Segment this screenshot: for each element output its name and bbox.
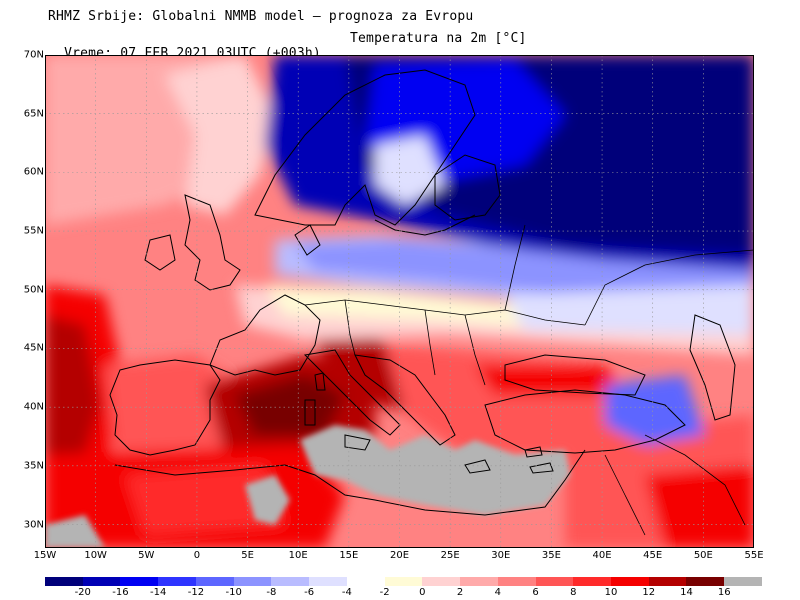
temperature-map xyxy=(45,55,754,548)
colorbar-swatch xyxy=(45,577,83,586)
colorbar-label: 14 xyxy=(680,587,693,598)
lon-label: 55E xyxy=(744,550,764,561)
lat-label: 70N xyxy=(23,49,44,61)
colorbar-swatch xyxy=(422,577,461,586)
lat-label: 35N xyxy=(23,460,44,472)
colorbar-label: -2 xyxy=(379,587,390,598)
colorbar-swatch xyxy=(271,577,310,586)
colorbar-label: -16 xyxy=(112,587,129,598)
colorbar-swatch xyxy=(497,577,536,586)
colorbar-label: -4 xyxy=(341,587,352,598)
lon-label: 5E xyxy=(241,550,254,561)
lon-label: 15E xyxy=(339,550,359,561)
map-frame xyxy=(45,55,754,548)
colorbar-swatch xyxy=(384,577,423,586)
colorbar-swatch xyxy=(233,577,272,586)
colorbar-label: -12 xyxy=(187,587,205,598)
lat-label: 45N xyxy=(23,342,44,354)
lon-label: 50E xyxy=(693,550,713,561)
lon-label: 15W xyxy=(33,550,57,561)
colorbar-label: 4 xyxy=(494,587,502,598)
lat-label: 40N xyxy=(23,401,44,413)
colorbar-swatch xyxy=(535,577,574,586)
mediterranean-mask xyxy=(300,425,570,515)
colorbar-swatch xyxy=(573,577,612,586)
colorbar-swatch xyxy=(82,577,121,586)
lat-label: 65N xyxy=(23,108,44,120)
map-title: RHMZ Srbije: Globalni NMMB model — progn… xyxy=(48,9,474,24)
colorbar-label: 8 xyxy=(570,587,577,598)
lon-label: 10W xyxy=(84,550,107,561)
lon-label: 20E xyxy=(389,550,410,561)
colorbar-swatch xyxy=(346,577,385,586)
colorbar-swatch xyxy=(309,577,347,586)
lat-label: 30N xyxy=(23,519,44,531)
colorbar-label: -8 xyxy=(266,587,277,598)
lon-label: 35E xyxy=(541,550,561,561)
lat-label: 55N xyxy=(23,225,44,237)
lon-label: 30E xyxy=(491,550,511,561)
colorbar-swatch xyxy=(611,577,649,586)
colorbar-label: 12 xyxy=(642,587,656,598)
colorbar-swatch xyxy=(120,577,159,586)
parameter-label: Temperatura na 2m [°C] xyxy=(350,31,527,46)
coastlines xyxy=(109,69,754,536)
lon-label: 25E xyxy=(440,550,460,561)
colorbar-swatch xyxy=(686,577,725,586)
colorbar-swatch xyxy=(195,577,234,586)
lat-label: 50N xyxy=(23,284,44,296)
colorbar-label: -6 xyxy=(304,587,315,598)
colorbar-label: 2 xyxy=(456,587,464,598)
lon-label: 45E xyxy=(643,550,663,561)
colorbar-label: 10 xyxy=(604,587,618,598)
lon-label: 10E xyxy=(288,550,308,561)
colorbar-swatch xyxy=(158,577,196,586)
colorbar-label: 16 xyxy=(717,587,731,598)
colorbar-swatch xyxy=(648,577,687,586)
lon-label: 0 xyxy=(193,550,201,561)
colorbar-label: -14 xyxy=(150,587,167,598)
colorbar-label: -20 xyxy=(74,587,91,598)
lon-label: 5W xyxy=(138,550,155,561)
colorbar-swatch xyxy=(460,577,498,586)
colorbar xyxy=(45,577,762,586)
colorbar-label: 6 xyxy=(532,587,539,598)
lat-label: 60N xyxy=(23,166,44,178)
colorbar-swatch xyxy=(724,577,762,586)
colorbar-label: -10 xyxy=(225,587,242,598)
colorbar-label: 0 xyxy=(419,587,426,598)
graticule xyxy=(45,55,754,548)
temperature-field xyxy=(45,55,754,548)
lon-label: 40E xyxy=(592,550,612,561)
